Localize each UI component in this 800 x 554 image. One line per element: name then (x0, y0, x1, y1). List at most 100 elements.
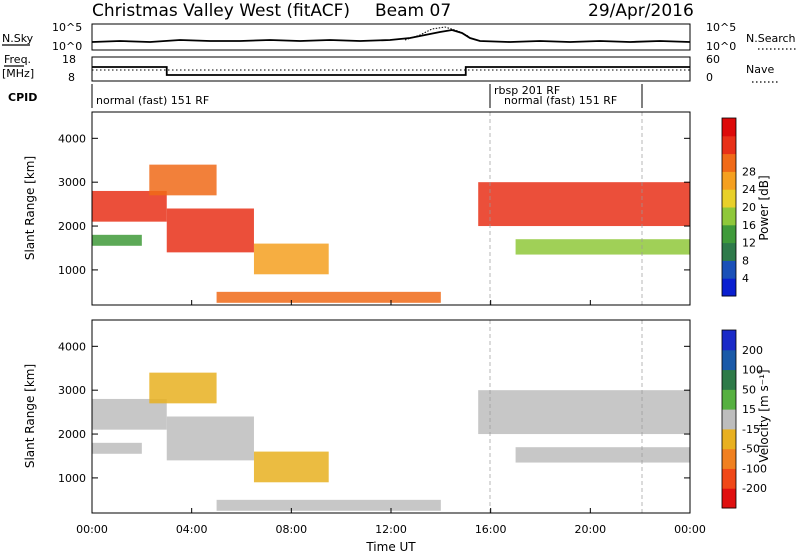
cpid-row: CPID normal (fast) 151 RF rbsp 201 RF no… (8, 84, 643, 108)
colorbar-swatch (722, 278, 736, 297)
heatmap-region-4 (92, 442, 142, 454)
colorbar-swatch (722, 189, 736, 208)
power-heatmap (92, 164, 690, 303)
heatmap-region-8 (515, 447, 690, 463)
noise-right-tick-bottom: 10^0 (706, 40, 736, 53)
heatmap-region-7 (478, 390, 690, 435)
time-axis: 00:00 04:00 08:00 12:00 16:00 20:00 00:00 (76, 300, 706, 536)
heatmap-region-8 (515, 239, 690, 255)
noise-panel: N.Sky 10^5 10^0 10^5 10^0 N.Search (2, 21, 798, 53)
colorbar-swatch (722, 488, 736, 509)
noise-left-tick-top: 10^5 (52, 21, 82, 34)
velocity-heatmap (92, 372, 690, 511)
colorbar-tick-label: 15 (742, 403, 756, 416)
colorbar-swatch (722, 207, 736, 226)
beam-label: Beam 07 (375, 1, 451, 21)
noise-search-trace (404, 26, 469, 41)
cpid-segment-1: normal (fast) 151 RF (96, 94, 209, 107)
colorbar-swatch (722, 409, 736, 430)
noise-right-label: N.Search (746, 32, 796, 45)
frequency-trace (92, 66, 690, 76)
y-tick-label: 3000 (58, 384, 86, 397)
colorbar-swatch (722, 330, 736, 351)
noise-right-tick-top: 10^5 (706, 21, 736, 34)
colorbar-tick-label: 50 (742, 383, 756, 396)
power-y-axis-label: Slant Range [km] (23, 156, 37, 260)
power-y-axis: 1000 2000 3000 4000 (58, 132, 690, 277)
colorbar-swatch (722, 242, 736, 261)
velocity-colorbar: Velocity [m s⁻¹] 200 100 50 15 -15 -50 -100 -20… (721, 329, 771, 509)
heatmap-region-2 (149, 164, 217, 196)
frequency-panel: Freq. [MHz] 18 8 60 0 Nave (2, 53, 778, 84)
y-tick-label: 3000 (58, 176, 86, 189)
power-colorbar-label: Power [dB] (757, 175, 771, 240)
colorbar-tick-label: -50 (742, 443, 760, 456)
cpid-segment-2: rbsp 201 RF (494, 84, 560, 97)
nave-label: Nave (746, 63, 774, 76)
colorbar-swatch (722, 448, 736, 469)
colorbar-swatch (722, 224, 736, 244)
heatmap-region-5 (253, 243, 329, 275)
y-tick-label: 1000 (58, 472, 86, 485)
power-colorbar: Power [dB] 4 8 12 16 20 24 28 (721, 117, 771, 297)
colorbar-swatch (722, 369, 736, 390)
colorbar-swatch (722, 171, 736, 190)
noise-sky-trace (91, 29, 691, 43)
heatmap-region-5 (253, 451, 329, 483)
x-tick-label: 08:00 (275, 523, 307, 536)
x-tick-label: 04:00 (176, 523, 208, 536)
colorbar-tick-label: 16 (742, 219, 756, 232)
power-panel: 1000 2000 3000 4000 Slant Range [km] (23, 111, 691, 306)
colorbar-swatch (722, 153, 736, 172)
colorbar-swatch (722, 389, 736, 410)
colorbar-swatch (722, 260, 736, 279)
x-tick-label: 00:00 (76, 523, 108, 536)
colorbar-tick-label: -100 (742, 462, 767, 475)
cpid-label: CPID (8, 91, 37, 104)
heatmap-region-3 (166, 416, 254, 461)
colorbar-tick-label: 100 (742, 364, 763, 377)
noise-left-tick-bottom: 10^0 (52, 40, 82, 53)
colorbar-swatch (722, 428, 736, 450)
y-tick-label: 2000 (58, 428, 86, 441)
noise-left-label: N.Sky (2, 32, 34, 45)
velocity-panel: 1000 2000 3000 4000 Slant Range [km] (23, 319, 691, 514)
x-tick-label: 20:00 (574, 523, 606, 536)
heatmap-region-3 (166, 208, 254, 253)
colorbar-tick-label: 8 (742, 254, 749, 267)
velocity-colorbar-label: Velocity [m s⁻¹] (757, 369, 771, 462)
colorbar-swatch (722, 118, 736, 137)
y-tick-label: 4000 (58, 340, 86, 353)
colorbar-tick-label: 20 (742, 201, 756, 214)
x-tick-label: 12:00 (375, 523, 407, 536)
colorbar-tick-label: -15 (742, 423, 760, 436)
freq-tick-bottom: 8 (68, 71, 75, 84)
x-tick-label: 00:00 (674, 523, 706, 536)
colorbar-frame (721, 117, 737, 297)
freq-label-line1: Freq. (4, 53, 31, 66)
colorbar-swatch (722, 135, 736, 155)
heatmap-region-6 (216, 499, 441, 511)
velocity-y-axis-label: Slant Range [km] (23, 364, 37, 468)
cpid-segment-3: normal (fast) 151 RF (504, 94, 617, 107)
colorbar-swatch (722, 349, 736, 371)
nave-tick-bottom: 0 (706, 71, 713, 84)
heatmap-region-6 (216, 291, 441, 303)
heatmap-region-1 (92, 190, 167, 222)
colorbar-tick-label: 4 (742, 272, 749, 285)
heatmap-region-1 (92, 398, 167, 430)
y-tick-label: 4000 (58, 132, 86, 145)
station-title: Christmas Valley West (fitACF) (92, 1, 350, 21)
y-tick-label: 1000 (58, 264, 86, 277)
heatmap-region-7 (478, 182, 690, 227)
colorbar-tick-label: 28 (742, 165, 756, 178)
colorbar-swatch (722, 468, 736, 489)
colorbar-tick-label: -200 (742, 482, 767, 495)
colorbar-tick-label: 12 (742, 237, 756, 250)
heatmap-region-2 (149, 372, 217, 404)
colorbar-tick-label: 24 (742, 183, 756, 196)
time-axis-label: Time UT (365, 540, 416, 554)
velocity-y-axis: 1000 2000 3000 4000 (58, 340, 690, 485)
colorbar-frame (721, 329, 737, 509)
